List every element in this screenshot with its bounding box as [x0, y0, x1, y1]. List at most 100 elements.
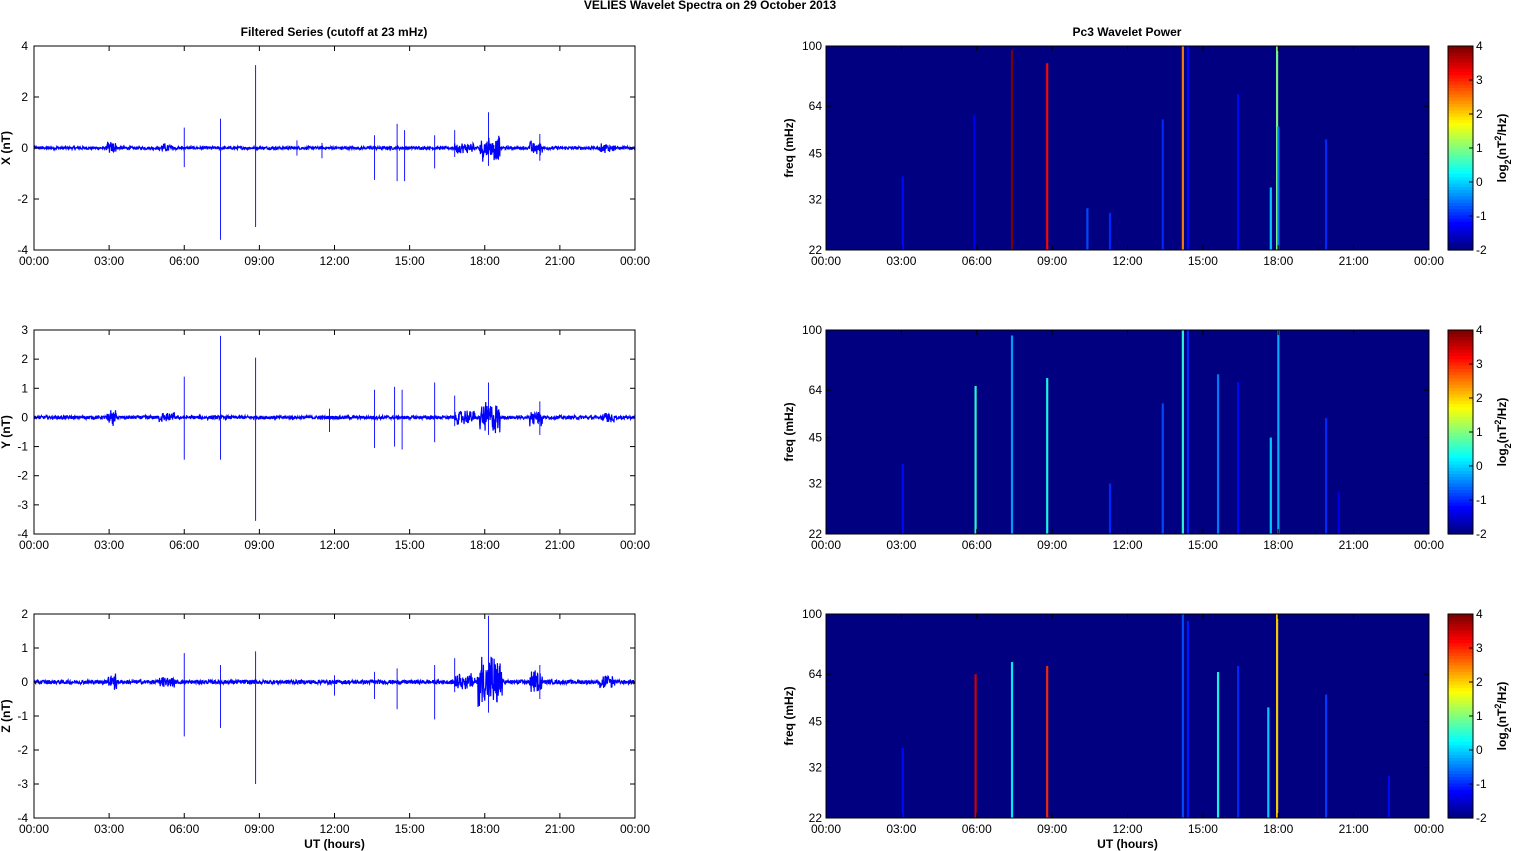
y-tick-label: 0	[21, 410, 28, 424]
power-streak	[1267, 707, 1270, 818]
colorbar: -2 -1 0 1 2 3 4 log2(nT2/Hz)	[1447, 39, 1513, 257]
colorbar-segment	[1448, 74, 1473, 79]
colorbar-segment	[1448, 744, 1473, 749]
x-tick-label: 15:00	[1188, 254, 1218, 268]
colorbar-segment	[1448, 652, 1473, 657]
power-streak	[1181, 330, 1184, 534]
power-streak	[1186, 330, 1189, 534]
colorbar-segment	[1448, 355, 1473, 360]
colorbar-segment	[1448, 179, 1473, 184]
colorbar-tick-label: 0	[1476, 743, 1483, 757]
power-streak	[1181, 614, 1184, 818]
colorbar-segment	[1448, 789, 1473, 794]
power-streak	[1108, 212, 1112, 250]
colorbar-segment	[1448, 46, 1473, 50]
colorbar-segment	[1448, 518, 1473, 522]
colorbar-segment	[1448, 365, 1473, 369]
y-axis-label: freq (mHz)	[782, 686, 796, 745]
colorbar-segment	[1448, 620, 1473, 625]
x-tick-label: 03:00	[94, 822, 124, 836]
colorbar-tick-label: -1	[1476, 777, 1487, 791]
colorbar-segment	[1448, 97, 1473, 101]
power-streak	[1086, 208, 1089, 250]
x-tick-label: 15:00	[1188, 538, 1218, 552]
power-streak	[1277, 330, 1280, 534]
colorbar-segment	[1448, 671, 1473, 676]
colorbar-segment	[1448, 693, 1473, 698]
colorbar-segment	[1448, 339, 1473, 344]
colorbar-segment	[1448, 71, 1473, 76]
colorbar-segment	[1448, 731, 1473, 736]
colorbar-segment	[1448, 649, 1473, 653]
colorbar-segment	[1448, 658, 1473, 663]
y-tick-label: 45	[809, 715, 823, 729]
colorbar-segment	[1448, 396, 1473, 401]
colorbar-segment	[1448, 712, 1473, 717]
colorbar-segment	[1448, 524, 1473, 529]
power-streak	[1046, 665, 1049, 818]
colorbar-segment	[1448, 374, 1473, 379]
colorbar-segment	[1448, 199, 1473, 203]
colorbar-segment	[1448, 633, 1473, 637]
x-tick-label: 03:00	[94, 254, 124, 268]
colorbar-segment	[1448, 802, 1473, 806]
colorbar-tick-label: 1	[1476, 709, 1483, 723]
colorbar-segment	[1448, 141, 1473, 146]
colorbar-segment	[1448, 61, 1473, 66]
colorbar-segment	[1448, 623, 1473, 628]
colorbar-segment	[1448, 416, 1473, 420]
power-streak	[1387, 776, 1390, 818]
colorbar-segment	[1448, 747, 1473, 752]
heatmap-background	[826, 330, 1429, 534]
power-streak	[1277, 126, 1280, 250]
colorbar-segment	[1448, 409, 1473, 414]
right-column-title: Pc3 Wavelet Power	[1073, 25, 1182, 39]
colorbar-tick-label: -1	[1476, 493, 1487, 507]
timeseries-panel-z: -4 -3 -2 -1 0 1 2 00:00 03:00 06:00 09:00 12:00 15:0…	[0, 607, 650, 851]
colorbar-segment	[1448, 202, 1473, 206]
colorbar-segment	[1448, 106, 1473, 111]
colorbar-segment	[1448, 55, 1473, 60]
colorbar-segment	[1448, 680, 1473, 685]
colorbar-segment	[1448, 722, 1473, 727]
x-tick-label: 18:00	[470, 254, 500, 268]
x-tick-label: 12:00	[1112, 822, 1142, 836]
colorbar-segment	[1448, 473, 1473, 478]
colorbar-segment	[1448, 498, 1473, 503]
colorbar-segment	[1448, 451, 1473, 455]
x-tick-label: 03:00	[886, 254, 916, 268]
colorbar-segment	[1448, 230, 1473, 235]
heatmap-background	[826, 46, 1429, 250]
x-tick-label: 00:00	[19, 538, 49, 552]
colorbar-segment	[1448, 776, 1473, 781]
colorbar-segment	[1448, 476, 1473, 481]
colorbar-segment	[1448, 674, 1473, 679]
colorbar-segment	[1448, 470, 1473, 475]
power-streak	[1108, 483, 1112, 534]
y-tick-label: 1	[21, 641, 28, 655]
colorbar-segment	[1448, 419, 1473, 424]
colorbar-segment	[1448, 119, 1473, 124]
colorbar-segment	[1448, 425, 1473, 430]
colorbar-segment	[1448, 661, 1473, 666]
colorbar-segment	[1448, 626, 1473, 631]
x-tick-label: 00:00	[1414, 538, 1444, 552]
y-tick-label: -3	[17, 498, 28, 512]
colorbar-segment	[1448, 687, 1473, 692]
power-streak	[901, 176, 904, 250]
power-streak	[1181, 46, 1184, 250]
power-streak	[1216, 672, 1220, 818]
power-streak	[1161, 403, 1164, 534]
colorbar-segment	[1448, 454, 1473, 459]
colorbar-segment	[1448, 49, 1473, 53]
x-tick-label: 18:00	[470, 538, 500, 552]
y-tick-label: 45	[809, 147, 823, 161]
colorbar-segment	[1448, 240, 1473, 245]
x-tick-label: 06:00	[169, 538, 199, 552]
power-streak	[1324, 139, 1328, 250]
colorbar-segment	[1448, 189, 1473, 194]
colorbar-segment	[1448, 760, 1473, 765]
colorbar-segment	[1448, 805, 1473, 810]
x-tick-label: 15:00	[395, 538, 425, 552]
